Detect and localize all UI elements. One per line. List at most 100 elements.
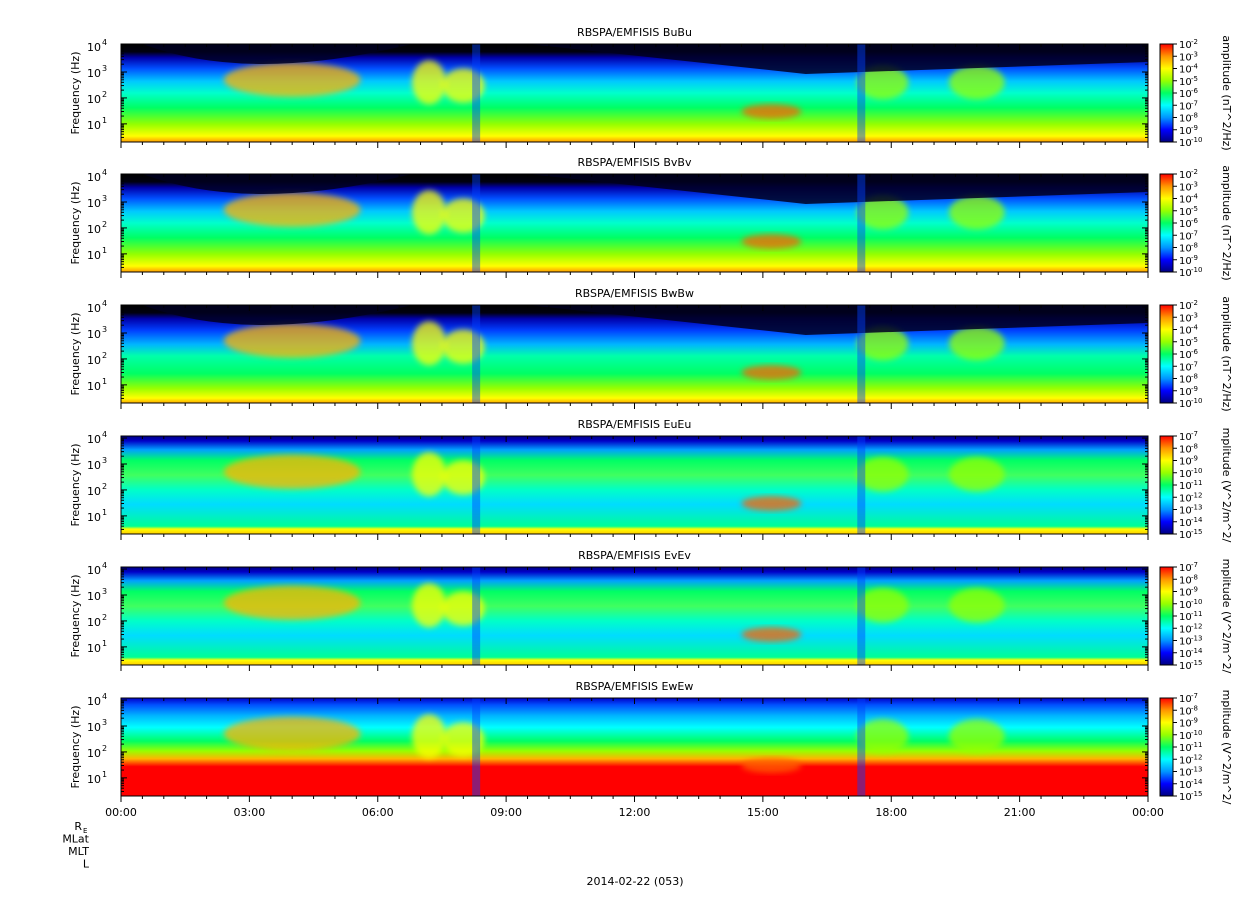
y-tick-exponent: 4 [102, 692, 107, 701]
y-axis-title: Frequency (Hz) [69, 444, 82, 527]
y-tick-label: 10 [87, 302, 101, 315]
x-tick-label: 00:00 [105, 806, 137, 819]
colorbar-tick-label: 10 [1179, 207, 1192, 218]
colorbar-tick-label: 10 [1179, 101, 1192, 112]
colorbar-tick-exponent: -7 [1191, 360, 1198, 368]
colorbar-tick-label: 10 [1179, 313, 1192, 324]
y-axis-title: Frequency (Hz) [69, 52, 82, 135]
colorbar-tick-exponent: -10 [1191, 136, 1202, 144]
colorbar-tick-label: 10 [1179, 731, 1192, 742]
colorbar-tick-label: 10 [1179, 268, 1192, 279]
colorbar-tick-exponent: -5 [1191, 336, 1198, 344]
x-tick-label: 06:00 [362, 806, 394, 819]
colorbar-tick-exponent: -13 [1191, 635, 1202, 643]
y-tick-label: 10 [87, 171, 101, 184]
colorbar-tick-label: 10 [1179, 350, 1192, 361]
colorbar-tick-exponent: -8 [1191, 242, 1198, 250]
colorbar-tick-label: 10 [1179, 52, 1192, 63]
panel-title: RBSPA/EMFISIS BvBv [578, 156, 692, 169]
y-tick-exponent: 1 [102, 508, 107, 517]
colorbar-tick-exponent: -14 [1191, 516, 1203, 524]
colorbar: 10-210-310-410-510-610-710-810-910-10 amp… [1159, 165, 1233, 281]
y-tick-exponent: 4 [102, 38, 107, 47]
colorbar-tick-exponent: -12 [1191, 753, 1202, 761]
colorbar-tick-exponent: -14 [1191, 647, 1203, 655]
colorbar-tick-label: 10 [1179, 637, 1192, 648]
y-tick-label: 10 [87, 223, 101, 236]
colorbar-tick-label: 10 [1179, 326, 1192, 337]
colorbar-tick-label: 10 [1179, 588, 1192, 599]
x-tick-label: 15:00 [747, 806, 779, 819]
colorbar-tick-label: 10 [1179, 530, 1192, 541]
colorbar-tick-exponent: -11 [1191, 610, 1202, 618]
spectrogram-image [121, 436, 1148, 534]
y-tick-label: 10 [87, 485, 101, 498]
colorbar-tick-label: 10 [1179, 114, 1192, 125]
y-tick-label: 10 [87, 773, 101, 786]
colorbar-tick-label: 10 [1179, 719, 1192, 730]
colorbar-tick-label: 10 [1179, 338, 1192, 349]
colorbar-tick-label: 10 [1179, 138, 1192, 149]
colorbar-tick-exponent: -7 [1191, 99, 1198, 107]
date-label: 2014-02-22 (053) [586, 875, 683, 888]
colorbar-tick-label: 10 [1179, 219, 1192, 230]
colorbar-tick-label: 10 [1179, 375, 1192, 386]
colorbar-tick-exponent: -14 [1191, 778, 1203, 786]
spectrogram-image [121, 305, 1148, 403]
colorbar-tick-label: 10 [1179, 768, 1192, 779]
y-tick-label: 10 [87, 721, 101, 734]
y-tick-exponent: 3 [102, 64, 107, 73]
colorbar-tick-exponent: -7 [1191, 692, 1198, 700]
y-tick-exponent: 3 [102, 325, 107, 334]
colorbar-tick-label: 10 [1179, 706, 1192, 717]
colorbar-tick-exponent: -3 [1191, 50, 1198, 58]
colorbar-tick-exponent: -2 [1191, 299, 1198, 307]
y-tick-exponent: 4 [102, 299, 107, 308]
colorbar-title: amplitude (nT^2/Hz) [1220, 165, 1233, 280]
y-tick-label: 10 [87, 511, 101, 524]
y-tick-exponent: 2 [102, 220, 107, 229]
colorbar-tick-label: 10 [1179, 399, 1192, 410]
y-tick-label: 10 [87, 119, 101, 132]
y-tick-exponent: 2 [102, 90, 107, 99]
colorbar-tick-exponent: -13 [1191, 504, 1202, 512]
colorbar-tick-exponent: -2 [1191, 38, 1198, 46]
y-tick-label: 10 [87, 354, 101, 367]
y-tick-label: 10 [87, 328, 101, 341]
y-tick-label: 10 [87, 695, 101, 708]
y-tick-label: 10 [87, 564, 101, 577]
colorbar-tick-label: 10 [1179, 195, 1192, 206]
colorbar-tick-exponent: -6 [1191, 87, 1199, 95]
colorbar-tick-exponent: -9 [1191, 385, 1198, 393]
colorbar-tick-label: 10 [1179, 624, 1192, 635]
colorbar-tick-exponent: -10 [1191, 729, 1202, 737]
y-tick-exponent: 1 [102, 770, 107, 779]
ephemeris-subscript: E [83, 827, 87, 835]
panel-title: RBSPA/EMFISIS EwEw [576, 680, 694, 693]
colorbar-tick-label: 10 [1179, 301, 1192, 312]
spectrogram-image [121, 44, 1148, 142]
colorbar-tick-label: 10 [1179, 40, 1192, 51]
colorbar-tick-exponent: -9 [1191, 455, 1198, 463]
y-tick-label: 10 [87, 197, 101, 210]
colorbar-title: amplitude (nT^2/Hz) [1220, 35, 1233, 150]
colorbar-tick-exponent: -6 [1191, 217, 1199, 225]
colorbar-tick-exponent: -8 [1191, 112, 1198, 120]
colorbar-tick-exponent: -5 [1191, 205, 1198, 213]
colorbar-tick-exponent: -11 [1191, 741, 1202, 749]
colorbar-tick-label: 10 [1179, 65, 1192, 76]
y-tick-exponent: 1 [102, 377, 107, 386]
colorbar-tick-label: 10 [1179, 649, 1192, 660]
spectrogram-image [121, 567, 1148, 665]
colorbar-tick-exponent: -7 [1191, 561, 1198, 569]
colorbar-tick-exponent: -2 [1191, 168, 1198, 176]
